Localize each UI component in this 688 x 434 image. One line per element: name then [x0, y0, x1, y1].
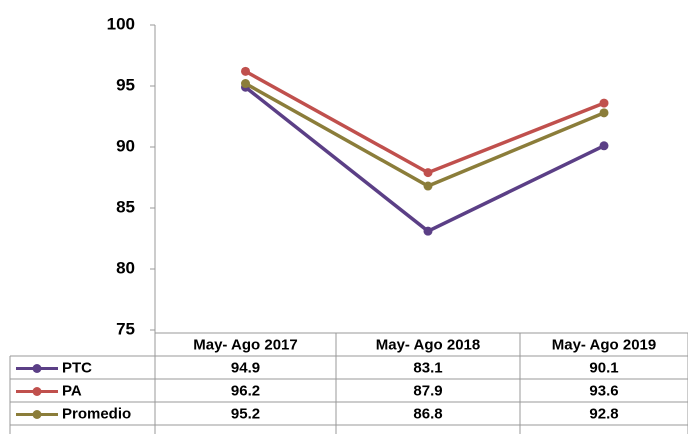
legend-marker [32, 387, 42, 396]
table-value: 94.9 [231, 359, 260, 376]
table-value: 86.8 [413, 405, 442, 422]
x-tick-label: May- Ago 2017 [193, 336, 297, 353]
point [423, 181, 433, 191]
point [241, 79, 250, 89]
table-value: 87.9 [413, 382, 442, 399]
table-value: 96.2 [231, 382, 260, 399]
table-value: 83.1 [413, 359, 442, 376]
y-tick-label: 90 [116, 136, 135, 155]
y-tick-label: 100 [107, 14, 135, 33]
x-tick-label: May- Ago 2019 [552, 336, 656, 353]
table-value: 92.8 [589, 405, 618, 422]
y-tick-label: 95 [116, 75, 135, 94]
point [241, 66, 250, 76]
legend-label: Promedio [62, 405, 131, 422]
legend-label: PTC [62, 359, 92, 376]
table-value: 90.1 [589, 359, 618, 376]
legend-marker [32, 364, 42, 373]
legend-marker [32, 410, 42, 419]
point [423, 168, 433, 178]
table-value: 95.2 [231, 405, 260, 422]
table-value: 93.6 [589, 382, 618, 399]
y-tick-label: 85 [116, 197, 135, 216]
legend-label: PA [62, 382, 82, 399]
y-tick-label: 80 [116, 258, 135, 277]
point [599, 141, 609, 151]
point [599, 98, 609, 108]
series-line [244, 69, 605, 175]
x-tick-label: May- Ago 2018 [376, 336, 480, 353]
series-line [244, 85, 605, 234]
point [599, 108, 609, 118]
y-tick-label: 75 [116, 319, 135, 338]
point [423, 226, 433, 236]
